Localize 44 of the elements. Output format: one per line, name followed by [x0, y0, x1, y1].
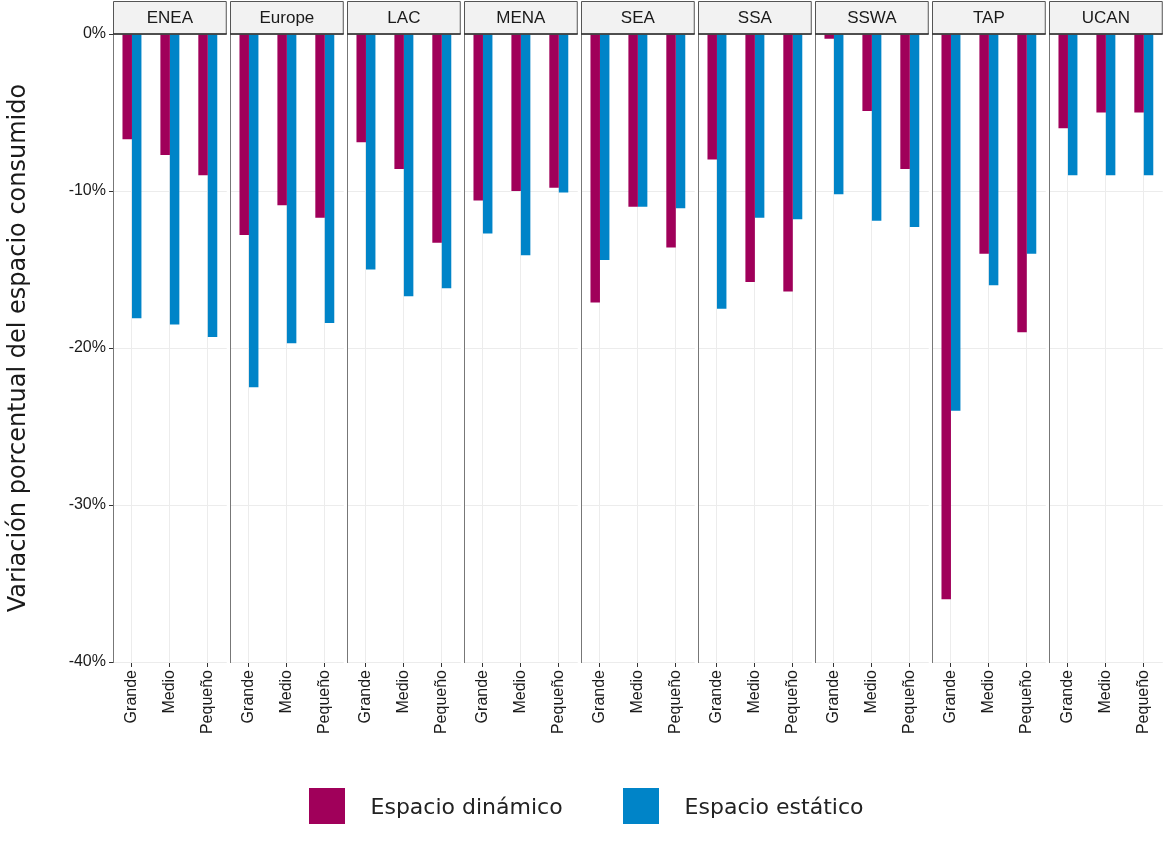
x-tick-label: Grande: [590, 669, 608, 724]
x-tick-label: Medio: [277, 669, 295, 714]
x-tick-label: Grande: [239, 669, 257, 724]
x-tick-label: Pequeño: [1017, 669, 1035, 735]
x-tick-label: Grande: [356, 669, 374, 724]
x-tick-label: Medio: [628, 669, 646, 714]
legend-label: Espacio estático: [684, 793, 864, 819]
x-tick-label: Grande: [473, 669, 491, 724]
x-tick-label: Medio: [979, 669, 997, 714]
chart-title: SEA: [620, 7, 656, 27]
y-tick-label: 0%: [82, 24, 106, 42]
chart-title: SSWA: [847, 7, 898, 27]
x-tick-label: Grande: [707, 669, 725, 724]
x-tick-label: Grande: [824, 669, 842, 724]
x-tick-label: Medio: [862, 669, 880, 714]
x-tick-label: Grande: [941, 669, 959, 724]
x-tick-label: Medio: [394, 669, 412, 714]
x-tick-label: Pequeño: [549, 669, 567, 735]
y-axis-title: Variación porcentual del espacio consumido: [2, 83, 31, 613]
chart-title: Europe: [259, 7, 315, 27]
chart-title: TAP: [972, 7, 1005, 27]
chart-title: UCAN: [1081, 7, 1130, 27]
x-tick-label: Pequeño: [666, 669, 684, 735]
x-tick-label: Pequeño: [315, 669, 333, 735]
x-tick-label: Grande: [122, 669, 140, 724]
x-tick-label: Pequeño: [198, 669, 216, 735]
x-tick-label: Pequeño: [432, 669, 450, 735]
y-tick-label: -40%: [68, 652, 106, 670]
x-tick-label: Medio: [745, 669, 763, 714]
chart-title: MENA: [496, 7, 547, 27]
legend-label: Espacio dinámico: [370, 793, 563, 819]
chart-title: ENEA: [146, 7, 194, 27]
x-tick-label: Medio: [1096, 669, 1114, 714]
x-tick-label: Medio: [160, 669, 178, 714]
y-tick-label: -30%: [68, 495, 106, 513]
x-tick-label: Grande: [1058, 669, 1076, 724]
chart-title: LAC: [387, 7, 421, 27]
y-tick-label: -10%: [68, 181, 106, 199]
y-tick-label: -20%: [68, 338, 106, 356]
x-tick-label: Medio: [511, 669, 529, 714]
chart-title: SSA: [737, 7, 773, 27]
x-tick-label: Pequeño: [783, 669, 801, 735]
x-tick-label: Pequeño: [900, 669, 918, 735]
x-tick-label: Pequeño: [1134, 669, 1152, 735]
